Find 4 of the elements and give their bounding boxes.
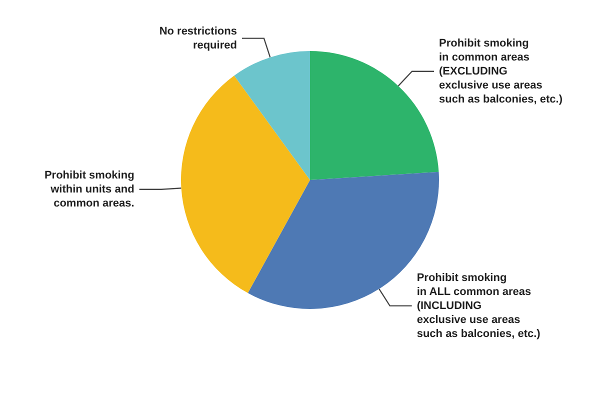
slice-label: Prohibit smoking in common areas (EXCLUDING exclusive use areas such as balconies, etc.) xyxy=(438,37,563,106)
slice-label: Prohibit smoking within units and common areas. xyxy=(44,169,134,210)
slice-label: No restrictions required xyxy=(159,25,237,52)
slice-label: Prohibit smoking in ALL common areas (INCLUDING exclusive use areas such as balconies, etc.) xyxy=(416,272,541,340)
